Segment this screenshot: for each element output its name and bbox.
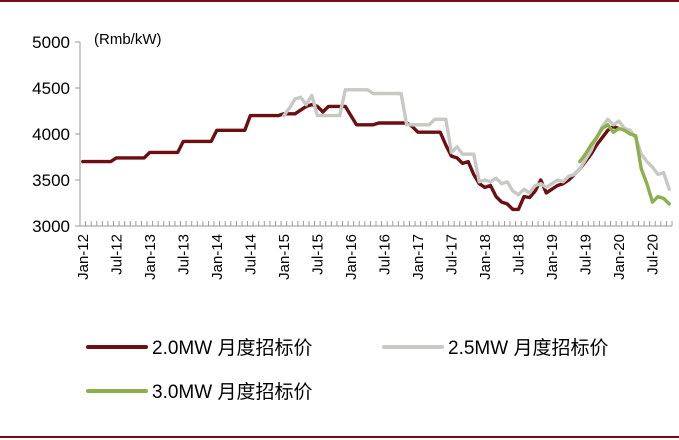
x-tick-label: Jul-14 (242, 234, 259, 275)
x-tick-label: Jan-20 (611, 234, 628, 280)
x-tick-label: Jan-13 (142, 234, 159, 280)
x-tick-label: Jul-15 (309, 234, 326, 275)
y-tick-label: 3500 (32, 171, 70, 190)
x-tick-label: Jul-12 (108, 234, 125, 275)
legend-label-2: 2.5MW 月度招标价 (448, 337, 608, 359)
y-tick-label: 4000 (32, 125, 70, 144)
chart-axes (79, 42, 673, 227)
y-axis-unit-label: (Rmb/kW) (94, 31, 162, 48)
x-tick-label: Jan-18 (477, 234, 494, 280)
y-tick-label: 3000 (32, 217, 70, 236)
x-tick-label: Jan-14 (209, 234, 226, 280)
x-tick-label: Jan-12 (75, 234, 92, 280)
x-tick-label: Jan-16 (343, 234, 360, 280)
x-axis-ticks: Jan-12 Jul-12 Jan-13 Jul-13 Jan-14 Jul-14 Jan-… (75, 234, 662, 280)
y-axis-ticks: 3000 3500 4000 4500 5000 (32, 33, 80, 236)
x-tick-label: Jul-18 (510, 234, 527, 275)
chart-series (81, 88, 671, 212)
x-tick-label: Jul-17 (443, 234, 460, 275)
x-tick-label: Jan-19 (544, 234, 561, 280)
x-tick-label: Jul-20 (644, 234, 661, 275)
x-tick-label: Jan-17 (410, 234, 427, 280)
x-tick-label: Jul-19 (577, 234, 594, 275)
x-tick-label: Jan-15 (276, 234, 293, 280)
series-line-2 (282, 88, 671, 197)
top-rule (0, 0, 679, 2)
bottom-rule (0, 436, 679, 438)
legend-label-3: 3.0MW 月度招标价 (152, 381, 312, 403)
chart-legend: 2.0MW 月度招标价 2.5MW 月度招标价 3.0MW 月度招标价 (86, 337, 608, 403)
series-line-3 (578, 123, 671, 206)
x-tick-label: Jul-16 (376, 234, 393, 275)
y-tick-label: 4500 (32, 79, 70, 98)
y-tick-label: 5000 (32, 33, 70, 52)
legend-label-1: 2.0MW 月度招标价 (152, 337, 312, 359)
series-line-1 (81, 102, 621, 212)
x-tick-label: Jul-13 (175, 234, 192, 275)
